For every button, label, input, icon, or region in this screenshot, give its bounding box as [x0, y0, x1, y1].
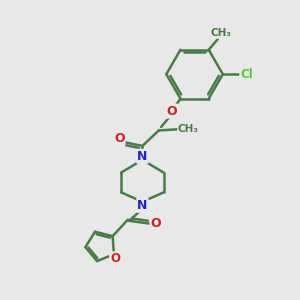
Text: N: N [137, 199, 148, 212]
Text: O: O [114, 132, 124, 145]
Text: Cl: Cl [240, 68, 253, 81]
Text: CH₃: CH₃ [178, 124, 199, 134]
Text: O: O [110, 252, 120, 265]
Text: O: O [167, 105, 178, 118]
Text: N: N [137, 150, 148, 163]
Text: O: O [151, 217, 161, 230]
Text: CH₃: CH₃ [210, 28, 231, 38]
